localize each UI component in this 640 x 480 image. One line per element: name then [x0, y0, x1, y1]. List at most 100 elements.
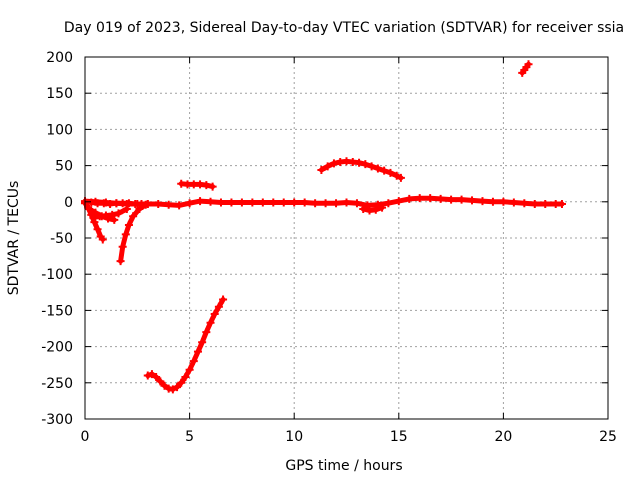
- series-track-early-flat: [81, 197, 152, 208]
- x-tick-label: 25: [599, 429, 617, 445]
- x-tick-label: 20: [494, 429, 512, 445]
- data-point: [530, 199, 539, 208]
- data-point: [185, 365, 194, 374]
- data-point: [355, 158, 364, 167]
- x-tick-label: 10: [285, 429, 303, 445]
- data-point: [367, 162, 376, 171]
- data-point: [332, 199, 341, 208]
- data-point: [321, 199, 330, 208]
- series-track-bump-5h: [177, 179, 217, 191]
- data-point: [110, 215, 119, 224]
- data-point: [216, 198, 225, 207]
- data-point: [93, 225, 102, 234]
- series-track-curve-c: [89, 205, 131, 222]
- data-point: [447, 195, 456, 204]
- data-point: [214, 302, 223, 311]
- data-point: [116, 257, 125, 266]
- y-tick-label: -50: [50, 231, 73, 247]
- y-tick-label: 200: [46, 50, 73, 66]
- data-point: [210, 310, 219, 319]
- data-point: [290, 198, 299, 207]
- data-point: [152, 373, 161, 382]
- y-tick-label: -150: [41, 303, 73, 319]
- data-point: [373, 164, 382, 173]
- data-point: [160, 381, 169, 390]
- data-point: [359, 205, 368, 214]
- data-point: [380, 166, 389, 175]
- data-point: [237, 198, 246, 207]
- data-point: [317, 165, 326, 174]
- data-point: [248, 198, 257, 207]
- data-point: [405, 194, 414, 203]
- series-trace: [519, 61, 531, 76]
- data-point: [386, 168, 395, 177]
- grid: [85, 57, 608, 419]
- data-point: [85, 205, 94, 214]
- y-tick-label: 0: [64, 195, 73, 211]
- data-point: [457, 195, 466, 204]
- data-point: [196, 197, 205, 206]
- data-point: [206, 197, 215, 206]
- data-point: [206, 318, 215, 327]
- data-point: [168, 385, 177, 394]
- y-tick-label: -200: [41, 340, 73, 356]
- data-points: [81, 60, 566, 394]
- data-point: [202, 328, 211, 337]
- data-point: [219, 295, 228, 304]
- data-point: [342, 198, 351, 207]
- data-point: [175, 201, 184, 210]
- data-point: [329, 159, 338, 168]
- x-tick-label: 5: [185, 429, 194, 445]
- data-point: [193, 347, 202, 356]
- data-point: [189, 357, 198, 366]
- data-point: [269, 198, 278, 207]
- y-axis-label: SDTVAR / TECUs: [6, 181, 22, 296]
- x-tick-label: 15: [390, 429, 408, 445]
- data-point: [361, 160, 370, 169]
- data-point: [185, 199, 194, 208]
- data-point: [323, 162, 332, 171]
- data-point: [396, 173, 405, 182]
- y-tick-label: 50: [55, 159, 73, 175]
- series-track-high-21h: [518, 60, 533, 77]
- y-tick-label: -250: [41, 376, 73, 392]
- data-point: [118, 242, 127, 251]
- y-tick-label: -300: [41, 412, 73, 428]
- data-point: [415, 194, 424, 203]
- x-tick-label: 0: [81, 429, 90, 445]
- data-point: [436, 194, 445, 203]
- data-point: [143, 371, 152, 380]
- data-point: [114, 209, 123, 218]
- y-tick-label: -100: [41, 267, 73, 283]
- data-point: [164, 200, 173, 209]
- series-track-deep-dip: [143, 295, 228, 394]
- data-point: [122, 205, 131, 214]
- data-point: [520, 199, 529, 208]
- data-point: [392, 171, 401, 180]
- data-point: [129, 212, 138, 221]
- data-point: [371, 205, 380, 214]
- data-point: [541, 199, 550, 208]
- series-track-dip-13h: [359, 203, 387, 215]
- y-tick-label: 100: [46, 122, 73, 138]
- data-point: [258, 198, 267, 207]
- axis-ticks: 0 5 10 15 20 25 -300 -250 -200 -150 -100 -50 0 50 100 1…: [41, 50, 617, 445]
- series-track-main-near-zero: [81, 194, 566, 210]
- data-point: [279, 198, 288, 207]
- data-point: [177, 378, 186, 387]
- data-point: [468, 196, 477, 205]
- data-point: [384, 199, 393, 208]
- data-point: [154, 199, 163, 208]
- data-point: [352, 199, 361, 208]
- series-track-hump-12h: [317, 157, 405, 182]
- data-point: [124, 220, 133, 229]
- data-point: [378, 203, 387, 212]
- data-point: [499, 197, 508, 206]
- data-point: [524, 60, 533, 69]
- data-point: [311, 199, 320, 208]
- data-point: [557, 199, 566, 208]
- data-point: [181, 373, 190, 382]
- data-point: [509, 198, 518, 207]
- chart-title: Day 019 of 2023, Sidereal Day-to-day VTE…: [64, 20, 624, 36]
